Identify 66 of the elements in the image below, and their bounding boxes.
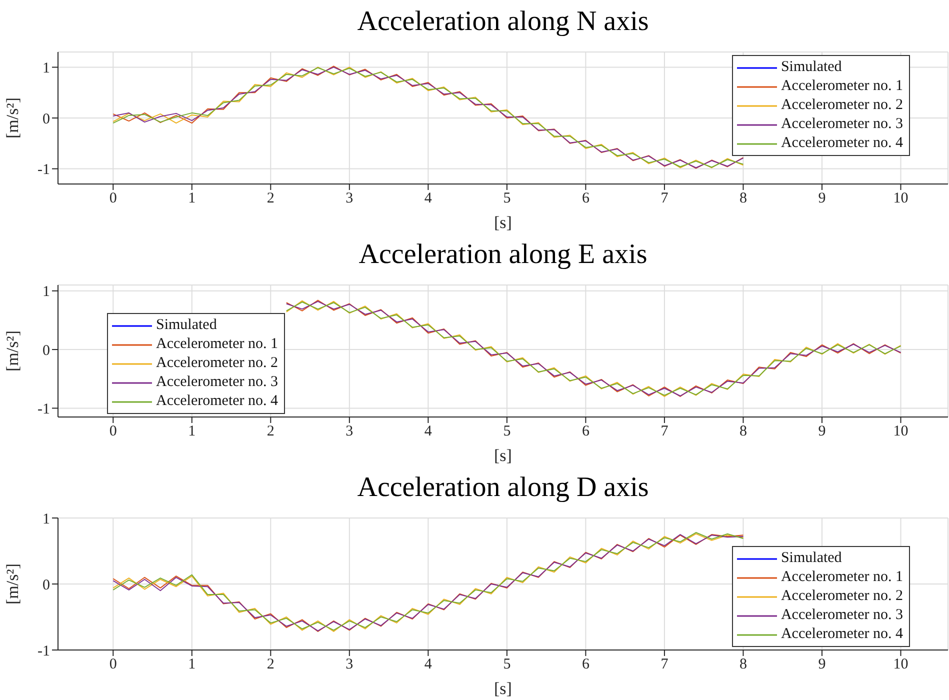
x-tick-label: 1 (188, 190, 196, 207)
chart-title: Acceleration along E axis (358, 238, 648, 272)
legend-label: Accelerometer no. 4 (780, 626, 903, 643)
x-tick-label: 5 (503, 190, 511, 207)
x-tick-label: 6 (582, 656, 590, 673)
x-tick-label: 10 (893, 190, 908, 207)
x-tick-label: 2 (266, 656, 274, 673)
y-tick-label: 1 (42, 60, 50, 77)
x-tick-label: 4 (424, 656, 432, 673)
legend-label: Accelerometer no. 3 (780, 116, 903, 133)
legend-label: Accelerometer no. 3 (780, 607, 903, 624)
x-tick-label: 3 (346, 656, 354, 673)
y-tick-label: 1 (42, 511, 50, 528)
x-tick-label: 9 (818, 190, 826, 207)
x-axis-title: [s] (494, 446, 512, 465)
x-tick-label: 2 (266, 424, 274, 440)
y-axis-title: [m/s²] (3, 564, 22, 604)
legend-label: Simulated (780, 550, 842, 567)
x-tick-label: 3 (346, 424, 354, 440)
x-tick-label: 7 (660, 656, 669, 673)
x-tick-label: 6 (582, 190, 590, 207)
y-tick-label: -1 (38, 643, 50, 660)
chart-title: Acceleration along N axis (356, 5, 650, 39)
x-tick-label: 9 (818, 656, 826, 673)
legend-label: Accelerometer no. 3 (156, 374, 278, 391)
x-tick-label: 2 (266, 190, 274, 207)
legend-label: Accelerometer no. 4 (156, 393, 278, 410)
legend-label: Accelerometer no. 2 (780, 97, 903, 114)
x-tick-label: 9 (818, 424, 826, 440)
x-tick-label: 8 (739, 424, 747, 440)
x-tick-label: 5 (503, 424, 511, 440)
legend-label: Accelerometer no. 1 (780, 78, 903, 95)
legend-label: Accelerometer no. 1 (780, 569, 903, 586)
legend-label: Accelerometer no. 2 (780, 588, 903, 605)
x-tick-label: 5 (503, 656, 511, 673)
chart-title: Acceleration along D axis (356, 471, 650, 505)
x-tick-label: 0 (109, 190, 117, 207)
y-tick-label: 1 (42, 284, 50, 300)
x-tick-label: 7 (660, 190, 669, 207)
x-tick-label: 10 (893, 424, 908, 440)
x-tick-label: 7 (660, 424, 669, 440)
y-tick-label: 0 (42, 342, 50, 359)
y-tick-label: 0 (42, 577, 50, 594)
x-tick-label: 8 (739, 190, 747, 207)
x-tick-label: 4 (424, 424, 432, 440)
y-axis-title: [m/s²] (3, 98, 22, 138)
y-tick-label: -1 (38, 162, 50, 178)
y-tick-label: 0 (42, 111, 50, 128)
legend-label: Simulated (156, 317, 217, 334)
y-tick-label: -1 (38, 402, 50, 418)
x-tick-label: 0 (109, 424, 117, 440)
legend-label: Simulated (780, 59, 842, 76)
x-axis-title: [s] (494, 679, 512, 698)
y-axis-title: [m/s²] (3, 330, 22, 372)
x-tick-label: 4 (424, 190, 432, 207)
x-tick-label: 1 (188, 424, 196, 440)
x-axis-title: [s] (494, 213, 512, 232)
legend-label: Accelerometer no. 2 (156, 355, 278, 372)
x-tick-label: 1 (188, 656, 196, 673)
x-tick-label: 0 (109, 656, 117, 673)
x-tick-label: 3 (346, 190, 354, 207)
legend-label: Accelerometer no. 4 (780, 135, 903, 152)
legend-label: Accelerometer no. 1 (156, 336, 278, 353)
x-tick-label: 10 (893, 656, 908, 673)
x-tick-label: 6 (582, 424, 590, 440)
x-tick-label: 8 (739, 656, 747, 673)
